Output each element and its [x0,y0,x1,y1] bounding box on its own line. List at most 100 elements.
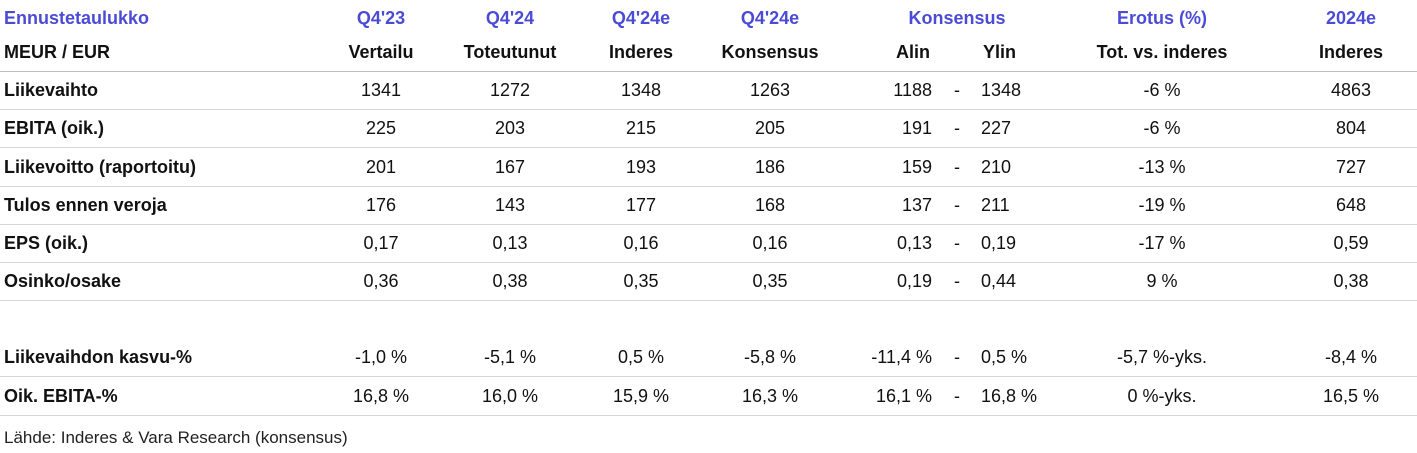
row-divider [0,415,1417,416]
row-label: Oik. EBITA-% [4,386,118,406]
cell: -6 % [1143,80,1181,100]
cell: 0,19 [896,271,932,291]
cell: 15,9 % [612,386,670,406]
cell: 137 [901,195,932,215]
cell: -19 % [1138,195,1186,215]
cell: - [954,233,960,253]
header-cell: Q4'24e [740,8,800,28]
cell: - [954,157,960,177]
source-note: Lähde: Inderes & Vara Research (konsensu… [4,428,348,447]
cell: - [954,118,960,138]
cell: 0,19 [981,233,1017,253]
cell: 0,13 [492,233,528,253]
cell: 211 [981,195,1010,215]
cell: 0,44 [981,271,1017,291]
cell: 0,59 [1333,233,1369,253]
row-divider [0,186,1417,187]
cell: 176 [365,195,397,215]
cell: 4863 [1330,80,1372,100]
cell: 16,1 % [875,386,932,406]
cell: 227 [981,118,1012,138]
header-cell: Inderes [1318,42,1384,62]
cell: 804 [1335,118,1367,138]
cell: 16,5 % [1322,386,1380,406]
cell: 9 % [1146,271,1178,291]
cell: 16,8 % [981,386,1038,406]
cell: -17 % [1138,233,1186,253]
header-cell: Toteutunut [463,42,557,62]
header-cell: Inderes [608,42,674,62]
header-cell: Q4'23 [356,8,406,28]
cell: 0,35 [623,271,659,291]
cell: 0,36 [363,271,399,291]
cell: 16,8 % [352,386,410,406]
row-label: Osinko/osake [4,271,122,291]
cell: -6 % [1143,118,1181,138]
cell: 177 [625,195,657,215]
cell: - [954,386,960,406]
row-divider [0,109,1417,110]
cell: 203 [494,118,526,138]
cell: 168 [754,195,786,215]
cell: - [954,347,960,367]
cell: 167 [494,157,526,177]
cell: 205 [754,118,786,138]
cell: 201 [365,157,397,177]
cell: - [954,195,960,215]
cell: -11,4 % [871,347,932,367]
row-divider [0,224,1417,225]
header-cell: Q4'24e [611,8,671,28]
header-cell: Erotus (%) [1117,8,1207,28]
row-divider [0,300,1417,301]
row-label: Liikevaihdon kasvu-% [4,347,193,367]
cell: 1341 [360,80,402,100]
header-cell: Ennustetaulukko [4,8,150,28]
cell: 193 [625,157,657,177]
row-label: Tulos ennen veroja [4,195,167,215]
cell: 0,5 % [981,347,1028,367]
row-label: Liikevoitto (raportoitu) [4,157,196,177]
cell: 16,3 % [741,386,799,406]
header-cell: Tot. vs. inderes [1096,42,1228,62]
cell: 0,38 [1333,271,1369,291]
row-divider [0,376,1417,377]
cell: 0,17 [363,233,399,253]
cell: 1263 [749,80,791,100]
cell: 1188 [893,80,932,100]
header-cell: Alin [896,42,930,62]
cell: 1348 [981,80,1022,100]
cell: 0,35 [752,271,788,291]
cell: 727 [1335,157,1367,177]
cell: 648 [1335,195,1367,215]
cell: 1272 [489,80,531,100]
row-divider [0,147,1417,148]
cell: 159 [901,157,932,177]
row-divider [0,71,1417,72]
cell: 0,13 [896,233,932,253]
cell: - [954,271,960,291]
row-label: EPS (oik.) [4,233,89,253]
cell: 0,16 [752,233,788,253]
cell: -5,8 % [743,347,797,367]
cell: 225 [365,118,397,138]
cell: 0,5 % [617,347,665,367]
header-cell: Ylin [983,42,1017,62]
header-cell: MEUR / EUR [4,42,111,62]
cell: 16,0 % [481,386,539,406]
header-cell: Q4'24 [485,8,535,28]
cell: 191 [901,118,932,138]
cell: -8,4 % [1324,347,1378,367]
row-label: EBITA (oik.) [4,118,104,138]
cell: 210 [981,157,1012,177]
header-cell: Konsensus [721,42,819,62]
cell: 143 [494,195,526,215]
cell: -1,0 % [354,347,408,367]
header-cell: 2024e [1325,8,1377,28]
cell: 186 [754,157,786,177]
header-cell: Vertailu [348,42,414,62]
row-label: Liikevaihto [4,80,99,100]
cell: 215 [625,118,657,138]
cell: 1348 [620,80,662,100]
cell: - [954,80,960,100]
